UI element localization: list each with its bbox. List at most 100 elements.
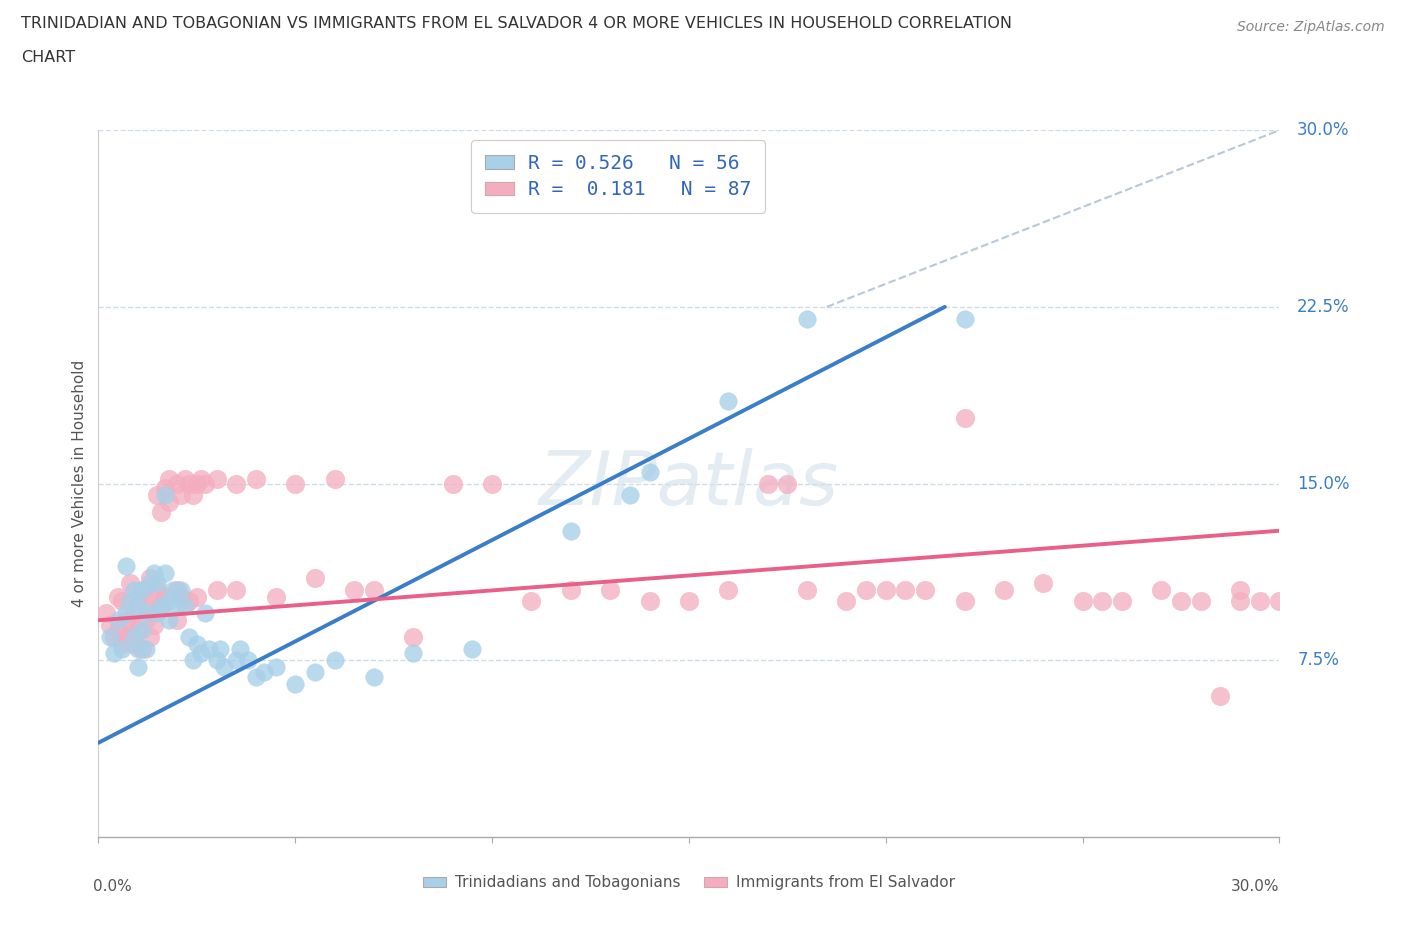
Point — [205, 582, 228, 597]
Point — [304, 665, 326, 680]
Y-axis label: 4 or more Vehicles in Household: 4 or more Vehicles in Household — [72, 360, 87, 607]
Point — [115, 605, 138, 620]
Point — [181, 653, 204, 668]
Point — [135, 641, 157, 656]
Point — [796, 312, 818, 326]
Point — [166, 476, 188, 491]
Point — [166, 582, 188, 597]
Text: 22.5%: 22.5% — [1298, 298, 1350, 316]
Point — [118, 618, 141, 632]
Point — [138, 630, 160, 644]
Point — [953, 410, 976, 425]
Point — [245, 670, 267, 684]
Point — [1071, 594, 1094, 609]
Point — [177, 476, 200, 491]
Text: 30.0%: 30.0% — [1298, 121, 1350, 140]
Point — [796, 582, 818, 597]
Point — [107, 622, 129, 637]
Point — [131, 582, 153, 597]
Point — [135, 599, 157, 614]
Point — [363, 670, 385, 684]
Point — [190, 472, 212, 486]
Point — [138, 575, 160, 590]
Point — [678, 594, 700, 609]
Point — [174, 472, 197, 486]
Point — [131, 622, 153, 637]
Text: Source: ZipAtlas.com: Source: ZipAtlas.com — [1237, 20, 1385, 34]
Point — [115, 630, 138, 644]
Point — [205, 653, 228, 668]
Text: 0.0%: 0.0% — [93, 880, 131, 895]
Point — [155, 488, 177, 503]
Point — [1150, 582, 1173, 597]
Point — [111, 636, 134, 651]
Text: TRINIDADIAN AND TOBAGONIAN VS IMMIGRANTS FROM EL SALVADOR 4 OR MORE VEHICLES IN : TRINIDADIAN AND TOBAGONIAN VS IMMIGRANTS… — [21, 16, 1012, 31]
Point — [402, 630, 425, 644]
Point — [343, 582, 366, 597]
Point — [146, 488, 169, 503]
Point — [993, 582, 1015, 597]
Point — [560, 524, 582, 538]
Point — [205, 472, 228, 486]
Point — [190, 645, 212, 660]
Point — [835, 594, 858, 609]
Point — [127, 641, 149, 656]
Point — [1189, 594, 1212, 609]
Point — [157, 495, 180, 510]
Point — [155, 565, 177, 580]
Point — [229, 641, 252, 656]
Point — [122, 582, 145, 597]
Point — [103, 645, 125, 660]
Point — [619, 488, 641, 503]
Point — [875, 582, 897, 597]
Point — [170, 590, 193, 604]
Point — [194, 476, 217, 491]
Point — [131, 582, 153, 597]
Point — [115, 613, 138, 628]
Point — [146, 605, 169, 620]
Point — [127, 660, 149, 675]
Point — [1229, 594, 1251, 609]
Point — [135, 605, 157, 620]
Point — [214, 660, 236, 675]
Point — [150, 599, 173, 614]
Point — [461, 641, 484, 656]
Point — [1170, 594, 1192, 609]
Point — [118, 575, 141, 590]
Text: 15.0%: 15.0% — [1298, 474, 1350, 493]
Point — [142, 618, 165, 632]
Point — [122, 636, 145, 651]
Point — [157, 472, 180, 486]
Point — [107, 590, 129, 604]
Point — [162, 582, 184, 597]
Text: 30.0%: 30.0% — [1232, 880, 1279, 895]
Point — [560, 582, 582, 597]
Legend: Trinidadians and Tobagonians, Immigrants from El Salvador: Trinidadians and Tobagonians, Immigrants… — [418, 870, 960, 897]
Point — [1249, 594, 1271, 609]
Point — [127, 599, 149, 614]
Point — [122, 605, 145, 620]
Point — [225, 476, 247, 491]
Point — [135, 613, 157, 628]
Point — [1209, 688, 1232, 703]
Text: CHART: CHART — [21, 50, 75, 65]
Point — [638, 464, 661, 479]
Point — [115, 559, 138, 574]
Point — [253, 665, 276, 680]
Point — [181, 488, 204, 503]
Point — [186, 636, 208, 651]
Point — [1091, 594, 1114, 609]
Point — [756, 476, 779, 491]
Point — [142, 565, 165, 580]
Point — [96, 605, 118, 620]
Point — [103, 630, 125, 644]
Point — [118, 594, 141, 609]
Point — [155, 481, 177, 496]
Point — [166, 599, 188, 614]
Point — [131, 641, 153, 656]
Point — [441, 476, 464, 491]
Text: 7.5%: 7.5% — [1298, 651, 1339, 670]
Point — [186, 476, 208, 491]
Point — [599, 582, 621, 597]
Point — [363, 582, 385, 597]
